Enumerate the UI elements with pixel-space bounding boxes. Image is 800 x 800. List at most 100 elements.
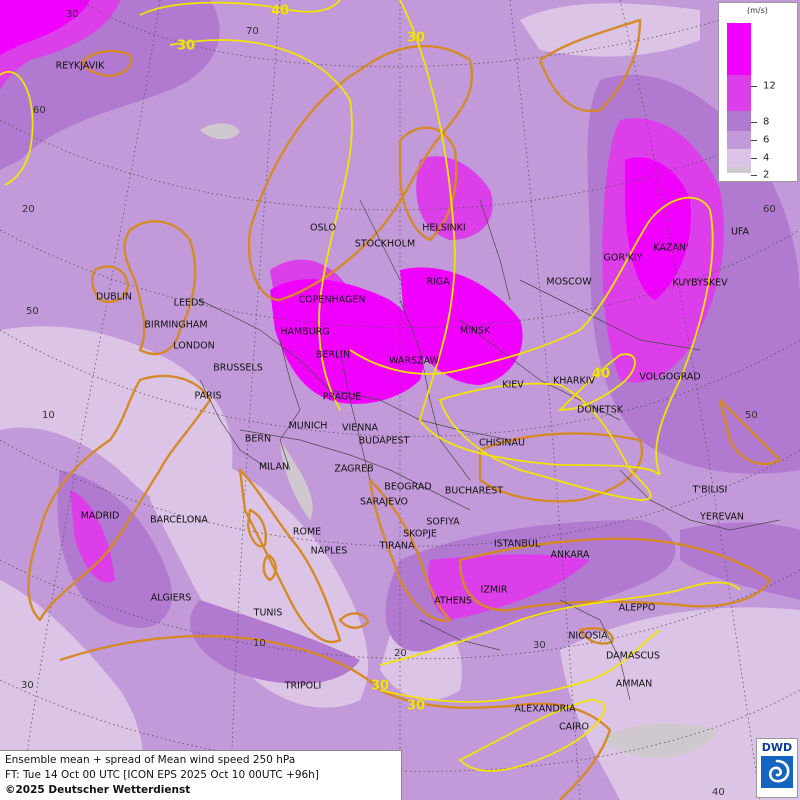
legend-level: 8 (763, 116, 770, 128)
city-label: BUDAPEST (358, 435, 410, 447)
city-label: DAMASCUS (606, 650, 660, 662)
city-label: SKOPJE (403, 528, 437, 540)
legend-swatch-8 (727, 111, 751, 131)
city-label: HAMBURG (280, 326, 330, 338)
coastlines (27, 18, 782, 800)
city-label: BIRMINGHAM (144, 319, 208, 331)
city-label: ANKARA (550, 549, 590, 561)
legend-swatch-4 (727, 149, 751, 167)
city-label: MUNICH (288, 420, 328, 432)
city-label: PARIS (194, 390, 222, 402)
city-label: UFA (730, 226, 750, 238)
city-label: DUBLIN (96, 291, 132, 303)
city-label: KAZAN' (653, 242, 689, 254)
city-label: BUCHAREST (444, 485, 504, 497)
city-label: KUYBYSKEV (672, 277, 728, 289)
spread-field-minimal (200, 123, 720, 759)
city-label: MILAN (258, 461, 290, 473)
city-label: BRUSSELS (213, 362, 263, 374)
city-label: AMMAN (615, 678, 653, 690)
city-label: ALEPPO (618, 602, 656, 614)
city-label: TUNIS (253, 607, 283, 619)
legend-swatch-6 (727, 131, 751, 149)
dwd-logo-text: DWD (761, 741, 793, 754)
city-label: KIEV (502, 379, 524, 391)
grid-label: 50 (745, 410, 758, 421)
city-label: NICOSIA (568, 630, 608, 642)
grid-label: 10 (42, 410, 55, 421)
isotach-label: 30 (370, 678, 390, 694)
city-label: HELSINKI (422, 222, 466, 234)
isotach-label: 30 (176, 38, 196, 54)
city-label: BARCELONA (150, 514, 208, 526)
city-label: STOCKHOLM (354, 238, 416, 250)
grid-labels: 30 70 60 20 50 10 30 60 50 10 20 30 40 (21, 9, 776, 798)
legend-level: 4 (763, 152, 770, 164)
legend-level: 12 (763, 80, 776, 92)
city-label: MINSK (459, 325, 491, 337)
legend-level: 6 (763, 134, 770, 146)
grid-label: 30 (66, 9, 79, 20)
city-label: YEREVAN (700, 511, 744, 523)
city-label: ISTANBUL (493, 538, 541, 550)
grid-label: 20 (22, 204, 35, 215)
country-borders (199, 199, 781, 701)
city-label: NAPLES (310, 545, 348, 557)
city-label: ZAGREB (334, 463, 374, 475)
city-label: LONDON (173, 340, 215, 352)
city-label: VOLGOGRAD (639, 371, 701, 383)
city-label: TRIPOLI (284, 680, 322, 692)
grid-label: 60 (33, 105, 46, 116)
city-label: CAIRO (558, 721, 590, 733)
city-label: TIRANA (379, 540, 415, 552)
city-label: VIENNA (341, 422, 379, 434)
city-label: ALEXANDRIA (514, 703, 576, 715)
caption-forecast-time: FT: Tue 14 Oct 00 UTC [ICON EPS 2025 Oct… (5, 769, 319, 781)
isotach-label: 30 (406, 30, 426, 46)
isotach-label: 30 (406, 698, 426, 714)
city-label: ATHENS (434, 595, 472, 607)
city-label: SOFIYA (426, 516, 460, 528)
caption-title: Ensemble mean + spread of Mean wind spee… (5, 754, 296, 766)
legend-level: 2 (763, 169, 770, 181)
city-label: DONETSK (577, 404, 623, 416)
city-label: GOR'KIY (603, 252, 643, 264)
dwd-logo: DWD (756, 738, 798, 798)
city-label: LEEDS (173, 297, 205, 309)
legend-swatch-2 (727, 167, 751, 173)
city-label: T'BILISI (692, 484, 728, 496)
city-label: WARSZAW (389, 355, 439, 367)
legend-swatch-12 (727, 75, 751, 111)
city-label: MADRID (80, 510, 120, 522)
city-label: SARAJEVO (359, 496, 409, 508)
grid-label: 20 (394, 648, 407, 659)
city-label: REYKJAVIK (55, 60, 105, 72)
city-label: PRAGUE (322, 391, 362, 403)
city-label: IZMIR (480, 584, 508, 596)
isotach-label: 40 (591, 366, 611, 382)
city-label: OSLO (310, 222, 336, 234)
grid-label: 60 (763, 204, 776, 215)
dwd-swirl-icon (761, 756, 793, 788)
caption-copyright: ©2025 Deutscher Wetterdienst (5, 784, 191, 796)
city-label: BEOGRAD (384, 481, 432, 493)
grid-label: 30 (21, 680, 34, 691)
city-label: BERLIN (315, 349, 351, 361)
grid-label: 70 (246, 26, 259, 37)
grid-label: 40 (712, 787, 725, 798)
grid-label: 50 (26, 306, 39, 317)
grid-label: 30 (533, 640, 546, 651)
grid-label: 10 (253, 638, 266, 649)
city-label: ALGIERS (150, 592, 192, 604)
spread-field-max (0, 0, 691, 404)
city-label: ROME (292, 526, 322, 538)
isotach-label: 40 (270, 3, 290, 19)
city-label: CHISINAU (479, 437, 525, 449)
legend: (m/s) 12 8 6 4 2 (718, 2, 798, 182)
city-label: RIGA (426, 276, 450, 288)
legend-unit: (m/s) (747, 6, 768, 15)
legend-swatch-14 (727, 23, 751, 75)
city-label: KHARKIV (552, 375, 596, 387)
